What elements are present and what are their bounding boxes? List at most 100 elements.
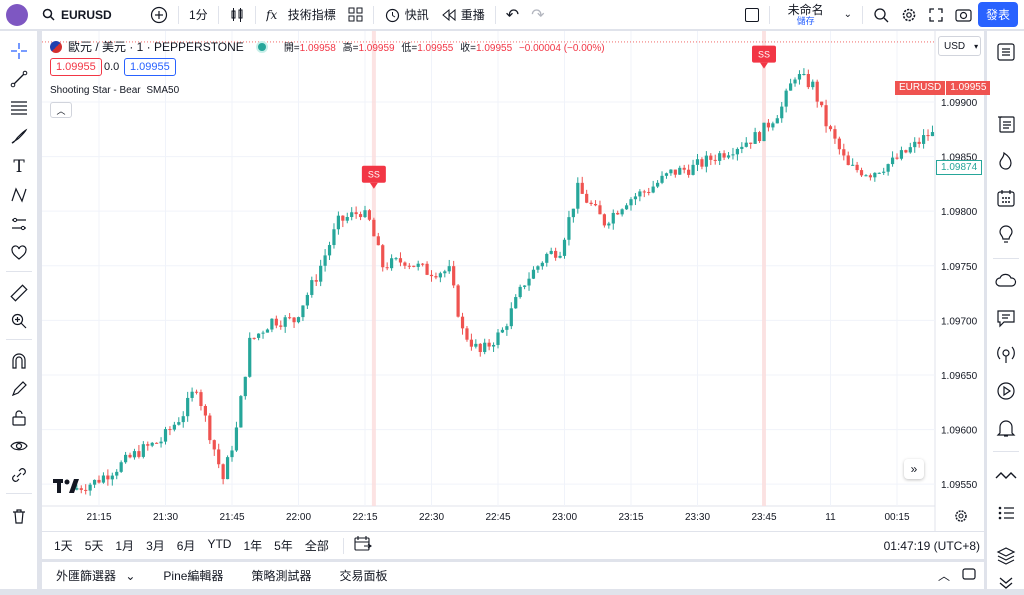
undo-button[interactable]: ↶ [500,0,525,30]
layers-button[interactable] [994,544,1018,568]
candle-body [425,263,429,275]
timeframe-option[interactable]: 3月 [146,539,165,553]
bottom-tab[interactable]: 策略測試器 [251,569,312,583]
layout-button[interactable] [342,0,369,30]
series-title[interactable]: 歐元 / 美元 · 1 · PEPPERSTONE [68,40,244,54]
candle-body [908,147,912,153]
interval-button[interactable]: 1分 [189,8,208,22]
collapse-panel-button[interactable] [994,571,1018,595]
magnet-tool[interactable] [7,349,31,373]
text-tool[interactable]: T [7,155,31,179]
watchlist-button[interactable] [994,40,1018,64]
timeframe-option[interactable]: 1月 [115,539,135,553]
settings-button[interactable] [895,0,923,30]
chart-canvas[interactable]: 1.09900 1.09850 1.09800 1.09750 1.09700 1.096… [42,31,984,531]
candle-body [904,150,908,153]
candle-body [890,157,895,165]
chats-button[interactable] [994,269,1018,293]
scroll-to-realtime-button[interactable]: » [904,459,924,479]
indicators-button[interactable]: fx 技術指標 [260,0,342,30]
redo-button[interactable]: ↷ [525,0,550,30]
x-tick-label: 22:00 [286,512,311,523]
buy-price-button[interactable]: 1.09955 [124,58,176,76]
layout-name-button[interactable]: 未命名 儲存 [774,0,838,30]
chevron-down-icon[interactable]: ⌄ [122,569,136,583]
timeframe-option[interactable]: 5天 [84,539,104,553]
fullscreen-button[interactable] [923,0,949,30]
replay-button[interactable]: 重播 [435,0,491,30]
timeframe-option[interactable]: YTD [207,537,232,551]
publish-button[interactable]: 發表 [977,2,1018,27]
candle-body [775,118,779,124]
alert-button[interactable]: 快訊 [378,0,435,30]
streams-button[interactable] [994,342,1018,366]
data-window-button[interactable] [994,501,1018,525]
candle-body [274,318,278,326]
candle-body [101,475,106,483]
lock-drawings-tool[interactable] [7,406,31,430]
sell-price-button[interactable]: 1.09955 [50,58,102,76]
candle-body [607,223,611,226]
candle-body [624,205,629,210]
collapse-legend-button[interactable]: ︿ [50,102,72,118]
candle-body [163,429,168,442]
bottom-tab[interactable]: 交易面板 [339,569,388,583]
bottom-tab[interactable]: 外匯篩選器 ⌄ [56,569,136,583]
trendline-tool[interactable] [7,67,31,91]
timeframe-option[interactable]: 5年 [274,539,293,553]
candle-body [811,81,815,88]
candle-body [199,392,203,406]
divider [6,339,32,340]
crosshair-tool[interactable] [7,39,31,63]
pine-scripts-button[interactable] [994,463,1018,487]
brush-tool[interactable] [7,125,31,149]
divider [254,5,256,24]
maximize-icon [962,568,976,580]
timeframe-option[interactable]: 全部 [304,539,329,553]
candle-body [820,101,824,106]
candle-body [828,126,833,130]
candle-body [270,318,274,330]
hotlist-button[interactable] [994,149,1018,173]
ideas-button[interactable] [994,223,1018,247]
candle-body [474,343,478,347]
timeframe-option[interactable]: 1年 [243,539,263,553]
expand-panel-button[interactable]: ︿ [938,567,950,584]
link-tool[interactable] [7,463,31,487]
forecast-tool[interactable] [7,212,31,236]
user-avatar[interactable] [6,3,28,26]
compare-button[interactable] [144,0,174,30]
clock-timezone[interactable]: 01:47:19 (UTC+8) [883,538,980,553]
date-range-button[interactable] [354,536,372,555]
indicator-legend[interactable]: Shooting Star - Bear SMA50 [50,85,179,96]
quick-search-button[interactable] [867,0,895,30]
timeframe-option[interactable]: 6月 [176,539,196,553]
bottom-tab[interactable]: Pine編輯器 [163,569,224,583]
hide-drawings-tool[interactable] [7,434,31,458]
zoom-tool[interactable] [7,309,31,333]
symbol-search-button[interactable]: EURUSD [36,0,144,30]
calendar-button[interactable] [994,186,1018,210]
candle-body [704,155,708,167]
fib-tool[interactable] [7,96,31,120]
replay-panel-button[interactable] [994,379,1018,403]
chart-type-button[interactable] [223,0,251,30]
notifications-button[interactable] [994,416,1018,440]
keep-drawing-tool[interactable] [7,377,31,401]
axis-settings-button[interactable] [954,509,968,526]
alerts-panel-button[interactable] [994,112,1018,136]
remove-drawings-tool[interactable] [7,504,31,528]
favorites-tool[interactable] [7,241,31,265]
currency-selector[interactable]: USD ▾ [938,36,981,56]
pattern-tool[interactable] [7,183,31,207]
snapshot-button[interactable] [949,0,978,30]
timeframe-option[interactable]: 1天 [54,539,73,553]
maximize-panel-button[interactable] [962,568,976,583]
candle-body [766,122,771,128]
chart-panel[interactable]: 1.09900 1.09850 1.09800 1.09750 1.09700 1.096… [42,31,991,559]
messages-button[interactable] [994,306,1018,330]
candle-body [203,405,207,416]
layout-menu-chevron[interactable]: ⌄ [838,0,858,30]
ruler-tool[interactable] [7,281,31,305]
multi-select-checkbox[interactable] [739,0,765,30]
